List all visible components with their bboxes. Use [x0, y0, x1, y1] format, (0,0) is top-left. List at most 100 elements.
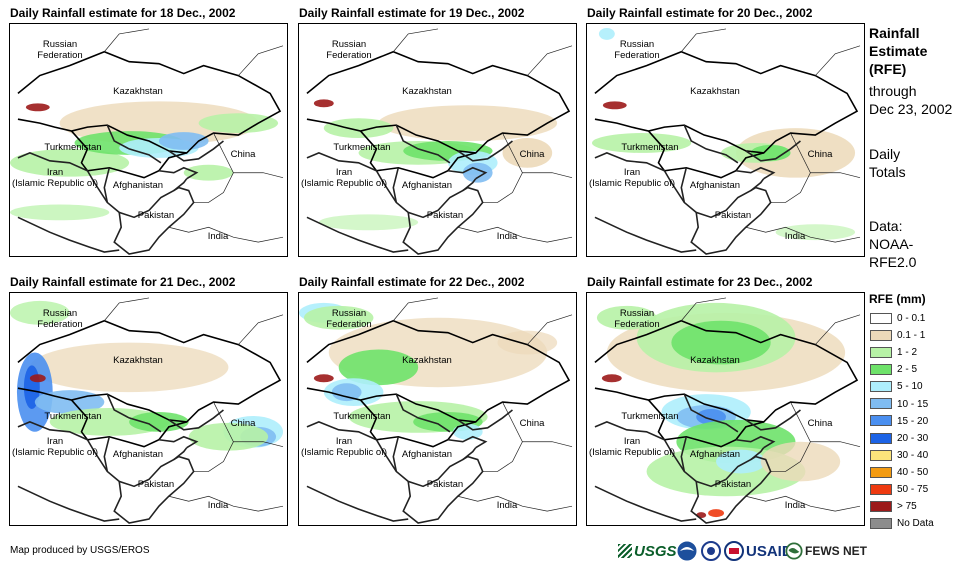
map-label-iran: Iran (Islamic Republic of)	[300, 167, 388, 189]
map-label-russia: Russian Federation	[326, 308, 372, 330]
country-border	[158, 166, 199, 180]
country-border	[395, 124, 451, 164]
legend-label: 10 - 15	[897, 398, 929, 410]
usaid-logo: USAID	[724, 540, 793, 562]
map-label-russia: Russian Federation	[37, 308, 83, 330]
rainfall-area	[25, 103, 50, 112]
country-border	[103, 436, 188, 488]
legend-item: No Data	[870, 517, 934, 530]
legend-swatch	[870, 483, 892, 495]
legend-swatch	[870, 364, 892, 376]
rainfall-area	[338, 349, 419, 386]
rainfall-area	[716, 449, 766, 474]
map-label-kazakhstan: Kazakhstan	[690, 86, 740, 97]
map-label-india: India	[496, 500, 518, 511]
rainfall-area	[158, 132, 209, 150]
country-border	[683, 393, 739, 433]
legend-label: 30 - 40	[897, 449, 929, 461]
country-border	[594, 216, 697, 253]
legend-label: No Data	[897, 518, 934, 530]
legend-swatch	[870, 518, 892, 530]
rainfall-area	[502, 138, 553, 168]
legend-item: 1 - 2	[870, 346, 917, 359]
map-label-iran: Iran (Islamic Republic of)	[11, 436, 99, 458]
map-label-kazakhstan: Kazakhstan	[690, 355, 740, 366]
rainfall-area	[598, 27, 615, 40]
legend-label: 15 - 20	[897, 415, 929, 427]
country-border	[106, 393, 162, 433]
noaa-logo	[677, 540, 697, 562]
country-border	[158, 435, 199, 449]
country-border	[522, 172, 573, 179]
country-border	[168, 409, 224, 431]
map-label-afghanistan: Afghanistan	[401, 449, 453, 460]
country-border	[359, 399, 476, 448]
usaid-seal-icon	[724, 541, 744, 561]
country-border	[745, 495, 861, 512]
rainfall-area	[313, 99, 334, 108]
map-label-russia: Russian Federation	[37, 39, 83, 61]
map-label-china: China	[807, 418, 833, 429]
country-border	[306, 485, 409, 522]
rainfall-area	[129, 411, 189, 432]
legend-item: 0.1 - 1	[870, 329, 925, 342]
doc-seal-logo	[701, 540, 721, 562]
panel-title-1: Daily Rainfall estimate for 18 Dec., 200…	[10, 6, 236, 20]
country-border	[103, 167, 188, 219]
map-label-iran: Iran (Islamic Republic of)	[11, 167, 99, 189]
map-label-russia: Russian Federation	[326, 39, 372, 61]
country-border	[810, 441, 861, 448]
country-border	[193, 132, 234, 203]
map-label-kazakhstan: Kazakhstan	[402, 86, 452, 97]
map-label-china: China	[230, 418, 256, 429]
legend-label: 40 - 50	[897, 466, 929, 478]
country-border	[457, 226, 573, 243]
rainfall-area	[188, 422, 269, 451]
rainfall-area	[378, 105, 558, 141]
country-border	[168, 226, 284, 243]
usgs-wave-icon	[618, 544, 632, 558]
rainfall-area	[10, 204, 110, 221]
country-border	[393, 297, 439, 321]
country-border	[457, 409, 513, 431]
globe-icon	[785, 542, 803, 560]
map-label-pakistan: Pakistan	[714, 210, 752, 221]
country-border	[447, 166, 488, 180]
map-label-turkmenistan: Turkmenistan	[333, 411, 391, 422]
panel-title-4: Daily Rainfall estimate for 21 Dec., 200…	[10, 275, 236, 289]
rainfall-area	[497, 330, 558, 355]
country-border	[647, 130, 764, 179]
map-label-pakistan: Pakistan	[426, 210, 464, 221]
map-label-afghanistan: Afghanistan	[112, 180, 164, 191]
rainfall-area	[318, 214, 419, 231]
country-border	[168, 140, 224, 162]
map-label-kazakhstan: Kazakhstan	[402, 355, 452, 366]
map-label-india: India	[496, 231, 518, 242]
country-border	[745, 226, 861, 243]
map-label-china: China	[230, 149, 256, 160]
country-border	[745, 409, 801, 431]
country-border	[395, 393, 451, 433]
country-border	[735, 166, 776, 180]
rainfall-area	[735, 128, 856, 178]
rainfall-area	[671, 320, 771, 365]
country-border	[815, 314, 861, 345]
map-label-china: China	[807, 149, 833, 160]
map-label-afghanistan: Afghanistan	[689, 449, 741, 460]
noaa-emblem-icon	[677, 541, 697, 561]
country-border	[70, 130, 187, 179]
country-border	[233, 172, 284, 179]
legend-item: 15 - 20	[870, 415, 928, 428]
country-border	[594, 152, 685, 203]
legend-swatch	[870, 381, 892, 393]
country-border	[594, 319, 859, 423]
country-border	[17, 50, 282, 154]
country-border	[745, 140, 801, 162]
country-border	[482, 401, 523, 472]
legend-label: 50 - 75	[897, 484, 929, 495]
rainfall-area	[750, 144, 791, 161]
map-label-india: India	[784, 500, 806, 511]
country-border	[392, 167, 477, 219]
map-label-turkmenistan: Turkmenistan	[333, 142, 391, 153]
map-label-pakistan: Pakistan	[714, 479, 752, 490]
